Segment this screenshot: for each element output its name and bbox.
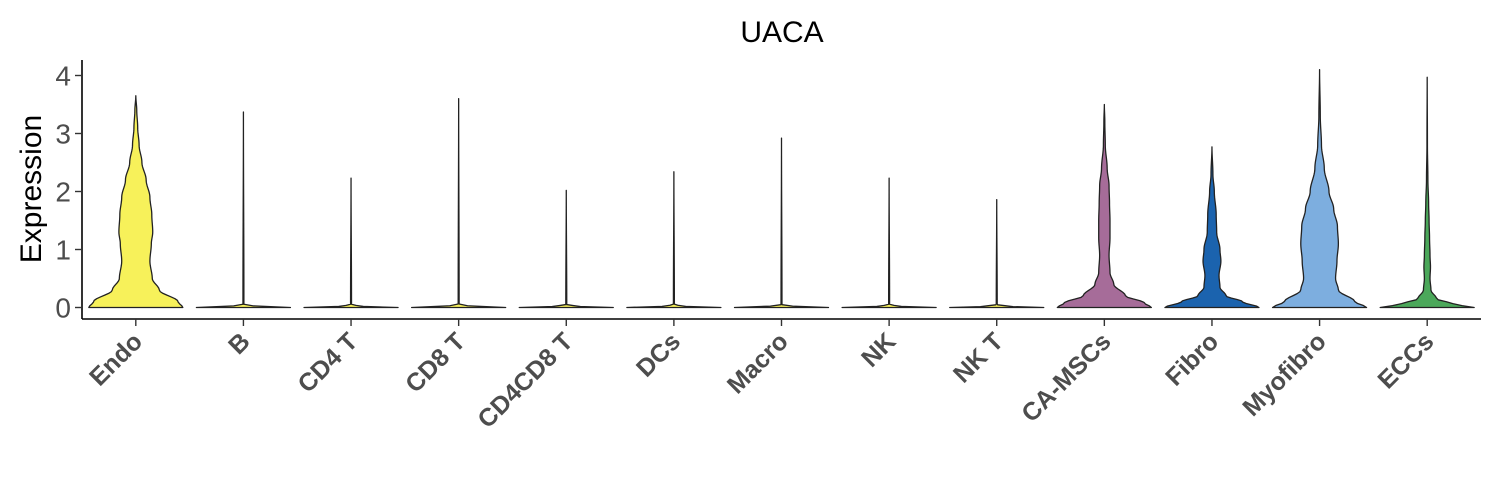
violin-dcs: [626, 171, 722, 309]
violin-nk-t: [949, 198, 1045, 309]
x-tick-label-nk-t: NK T: [948, 327, 1009, 388]
x-tick-label-cd4cd8-t: CD4CD8 T: [472, 327, 578, 433]
x-tick-label-endo: Endo: [84, 327, 148, 391]
x-tick-label-fibro: Fibro: [1160, 327, 1224, 391]
x-tick-label-ca-mscs: CA-MSCs: [1016, 327, 1116, 427]
violin-eccs: [1379, 76, 1475, 309]
y-axis-label: Expression: [15, 115, 48, 263]
x-tick-label-cd8-t: CD8 T: [400, 327, 471, 398]
x-tick-label-macro: Macro: [722, 327, 794, 399]
violin-endo: [88, 95, 184, 309]
y-tick-label: 1: [55, 235, 71, 266]
x-tick-label-cd4-t: CD4 T: [292, 327, 363, 398]
y-axis: 0 1 2 3 4: [55, 60, 83, 324]
violin-cd4-t: [303, 177, 399, 309]
violin-myofibro: [1271, 69, 1368, 309]
violin-ca-mscs: [1056, 103, 1152, 309]
violin-macro: [733, 137, 830, 309]
chart-title: UACA: [740, 16, 823, 49]
x-tick-label-nk: NK: [856, 327, 901, 372]
x-axis: Endo B CD4 T CD8 T CD4CD8 T DCs Macro NK NK T CA-…: [82, 318, 1481, 434]
y-tick-label: 2: [55, 177, 71, 208]
x-tick-label-eccs: ECCs: [1372, 327, 1439, 394]
violin-cd8-t: [411, 98, 507, 309]
violin-b: [195, 111, 292, 309]
y-tick-label: 0: [55, 293, 71, 324]
violin-cd4cd8-t: [518, 189, 614, 309]
x-tick-label-b: B: [223, 327, 256, 360]
violin-fibro: [1164, 146, 1260, 309]
violins-layer: [88, 69, 1475, 309]
x-tick-label-myofibro: Myofibro: [1237, 327, 1331, 421]
x-tick-label-dcs: DCs: [631, 327, 686, 382]
y-tick-label: 4: [55, 61, 71, 92]
y-tick-label: 3: [55, 119, 71, 150]
violin-nk: [841, 177, 937, 309]
